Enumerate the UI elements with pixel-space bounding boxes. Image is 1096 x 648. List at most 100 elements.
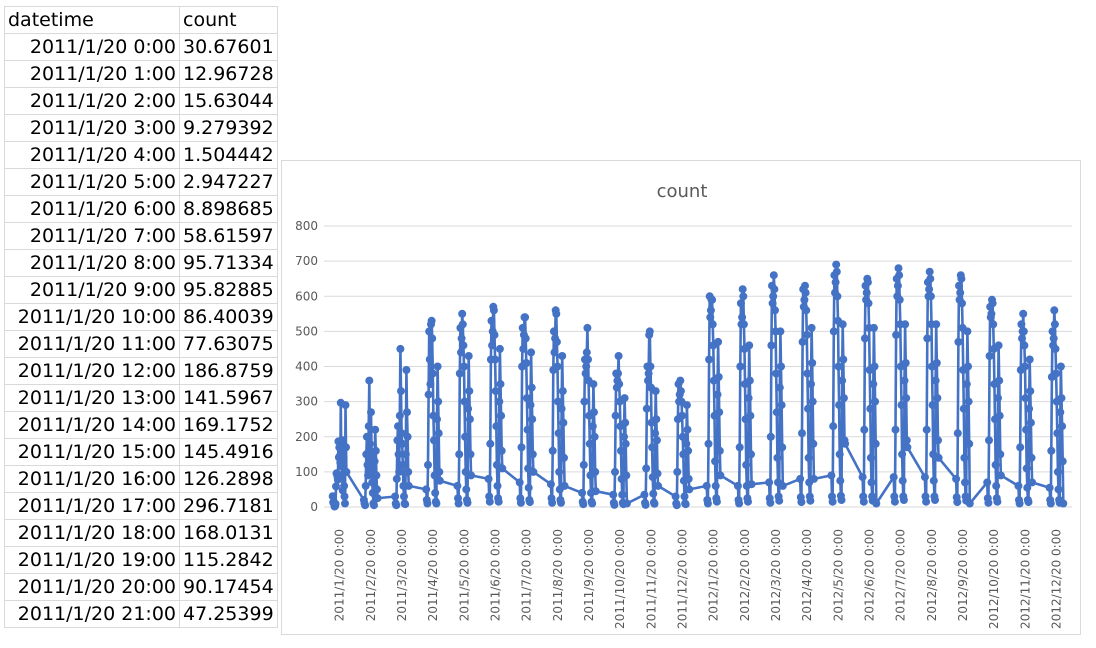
data-point: [898, 476, 907, 485]
datetime-cell[interactable]: 2011/1/20 20:00: [4, 573, 180, 601]
data-point: [1023, 483, 1032, 492]
x-tick-label: 2012/9/20 0:00: [956, 529, 970, 621]
count-cell[interactable]: 9.279392: [179, 114, 278, 142]
data-point: [1053, 429, 1062, 438]
data-point: [493, 481, 502, 490]
count-cell[interactable]: 2.947227: [179, 168, 278, 196]
data-point: [528, 415, 537, 424]
data-point: [747, 450, 755, 459]
table-row: 2011/1/20 16:00 126.2898: [4, 465, 278, 493]
count-cell[interactable]: 168.0131: [179, 519, 278, 547]
data-point: [831, 278, 840, 287]
datetime-cell[interactable]: 2011/1/20 21:00: [4, 600, 180, 628]
datetime-cell[interactable]: 2011/1/20 8:00: [4, 249, 180, 277]
data-point: [582, 362, 591, 371]
count-cell[interactable]: 186.8759: [179, 357, 278, 385]
datetime-cell[interactable]: 2011/1/20 11:00: [4, 330, 180, 358]
count-cell[interactable]: 58.61597: [179, 222, 278, 250]
datetime-cell[interactable]: 2011/1/20 14:00: [4, 411, 180, 439]
data-point: [458, 320, 467, 329]
y-axis-labels: 0 100 200 300 400 500 600 700 800: [295, 219, 318, 514]
data-point: [649, 489, 658, 498]
data-point: [1058, 457, 1067, 466]
table-row: 2011/1/20 15:00 145.4916: [4, 438, 278, 466]
data-point: [703, 499, 712, 508]
line-chart: count 0 100 200 300 400 500 600 700 800 2011/1/2…: [295, 181, 1072, 629]
data-point: [713, 390, 722, 399]
data-point: [775, 496, 784, 505]
data-point: [829, 327, 838, 336]
chart-container[interactable]: count 0 100 200 300 400 500 600 700 800 2011/1/2…: [281, 160, 1081, 635]
datetime-cell[interactable]: 2011/1/20 18:00: [4, 519, 180, 547]
data-point: [803, 369, 812, 378]
data-point: [964, 362, 972, 371]
datetime-cell[interactable]: 2011/1/20 19:00: [4, 546, 180, 574]
count-cell[interactable]: 77.63075: [179, 330, 278, 358]
datetime-cell[interactable]: 2011/1/20 4:00: [4, 141, 180, 169]
data-point: [370, 457, 379, 466]
data-point: [1024, 498, 1033, 507]
count-cell[interactable]: 126.2898: [179, 465, 278, 493]
data-point: [424, 390, 433, 399]
datetime-cell[interactable]: 2011/1/20 2:00: [4, 87, 180, 115]
count-cell[interactable]: 30.67601: [179, 33, 278, 61]
data-point: [993, 497, 1002, 506]
data-point: [521, 313, 530, 322]
data-point: [796, 474, 805, 483]
count-cell[interactable]: 95.82885: [179, 276, 278, 304]
count-cell[interactable]: 15.63044: [179, 87, 278, 115]
count-cell[interactable]: 47.25399: [179, 600, 278, 628]
data-point: [994, 394, 1002, 403]
data-point: [461, 432, 470, 441]
data-point: [1025, 404, 1034, 413]
count-cell[interactable]: 145.4916: [179, 438, 278, 466]
data-point: [463, 498, 472, 507]
datetime-cell[interactable]: 2011/1/20 6:00: [4, 195, 180, 223]
data-point: [1026, 387, 1035, 396]
header-cell-datetime[interactable]: datetime: [4, 6, 180, 34]
datetime-cell[interactable]: 2011/1/20 12:00: [4, 357, 180, 385]
data-point: [394, 422, 402, 431]
data-point: [397, 429, 406, 438]
data-point: [714, 373, 723, 381]
datetime-cell[interactable]: 2011/1/20 17:00: [4, 492, 180, 520]
count-cell[interactable]: 86.40039: [179, 303, 278, 331]
datetime-cell[interactable]: 2011/1/20 10:00: [4, 303, 180, 331]
y-tick-label: 800: [295, 219, 318, 233]
data-point: [683, 425, 692, 434]
datetime-cell[interactable]: 2011/1/20 3:00: [4, 114, 180, 142]
data-point: [395, 467, 404, 476]
datetime-cell[interactable]: 2011/1/20 5:00: [4, 168, 180, 196]
header-cell-count[interactable]: count: [179, 6, 278, 34]
x-tick-label: 2011/5/20 0:00: [457, 529, 471, 621]
datetime-cell[interactable]: 2011/1/20 13:00: [4, 384, 180, 412]
count-cell[interactable]: 95.71334: [179, 249, 278, 277]
count-cell[interactable]: 141.5967: [179, 384, 278, 412]
datetime-cell[interactable]: 2011/1/20 7:00: [4, 222, 180, 250]
datetime-cell[interactable]: 2011/1/20 1:00: [4, 60, 180, 88]
datetime-cell[interactable]: 2011/1/20 9:00: [4, 276, 180, 304]
data-point: [488, 341, 497, 350]
y-tick-label: 100: [295, 465, 318, 479]
count-cell[interactable]: 90.17454: [179, 573, 278, 601]
data-point: [804, 404, 812, 413]
count-cell[interactable]: 12.96728: [179, 60, 278, 88]
datetime-cell[interactable]: 2011/1/20 15:00: [4, 438, 180, 466]
count-cell[interactable]: 115.2842: [179, 546, 278, 574]
data-point: [372, 471, 381, 480]
data-point: [489, 306, 498, 315]
datetime-cell[interactable]: 2011/1/20 16:00: [4, 465, 180, 493]
data-point: [766, 432, 775, 441]
count-cell[interactable]: 169.1752: [179, 411, 278, 439]
data-point: [676, 387, 685, 396]
data-point: [959, 404, 968, 413]
datetime-cell[interactable]: 2011/1/20 0:00: [4, 33, 180, 61]
data-point: [1053, 467, 1062, 476]
data-point: [995, 411, 1004, 420]
count-cell[interactable]: 1.504442: [179, 141, 278, 169]
count-cell[interactable]: 8.898685: [179, 195, 278, 223]
data-point: [1014, 481, 1023, 490]
count-cell[interactable]: 296.7181: [179, 492, 278, 520]
data-point: [767, 341, 776, 350]
data-point: [798, 429, 806, 438]
